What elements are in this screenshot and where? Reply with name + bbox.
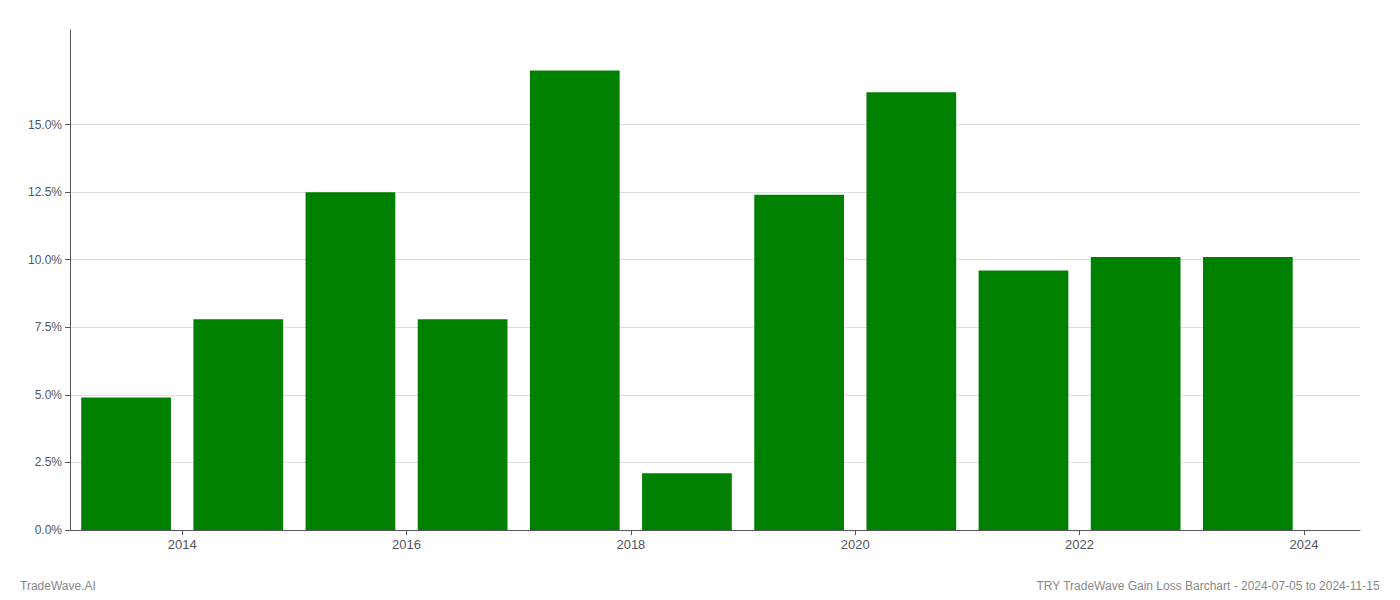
svg-text:10.0%: 10.0%	[28, 253, 62, 267]
svg-text:12.5%: 12.5%	[28, 185, 62, 199]
svg-text:2022: 2022	[1065, 537, 1094, 552]
svg-text:2024: 2024	[1289, 537, 1318, 552]
svg-text:2.5%: 2.5%	[35, 455, 63, 469]
svg-text:2018: 2018	[616, 537, 645, 552]
svg-text:TradeWave.AI: TradeWave.AI	[20, 579, 96, 593]
svg-text:TRY TradeWave Gain Loss Barcha: TRY TradeWave Gain Loss Barchart - 2024-…	[1036, 579, 1379, 593]
svg-text:7.5%: 7.5%	[35, 320, 63, 334]
svg-text:2016: 2016	[392, 537, 421, 552]
svg-text:0.0%: 0.0%	[35, 523, 63, 537]
svg-text:15.0%: 15.0%	[28, 118, 62, 132]
svg-text:2020: 2020	[841, 537, 870, 552]
svg-text:2014: 2014	[168, 537, 197, 552]
svg-text:5.0%: 5.0%	[35, 388, 63, 402]
